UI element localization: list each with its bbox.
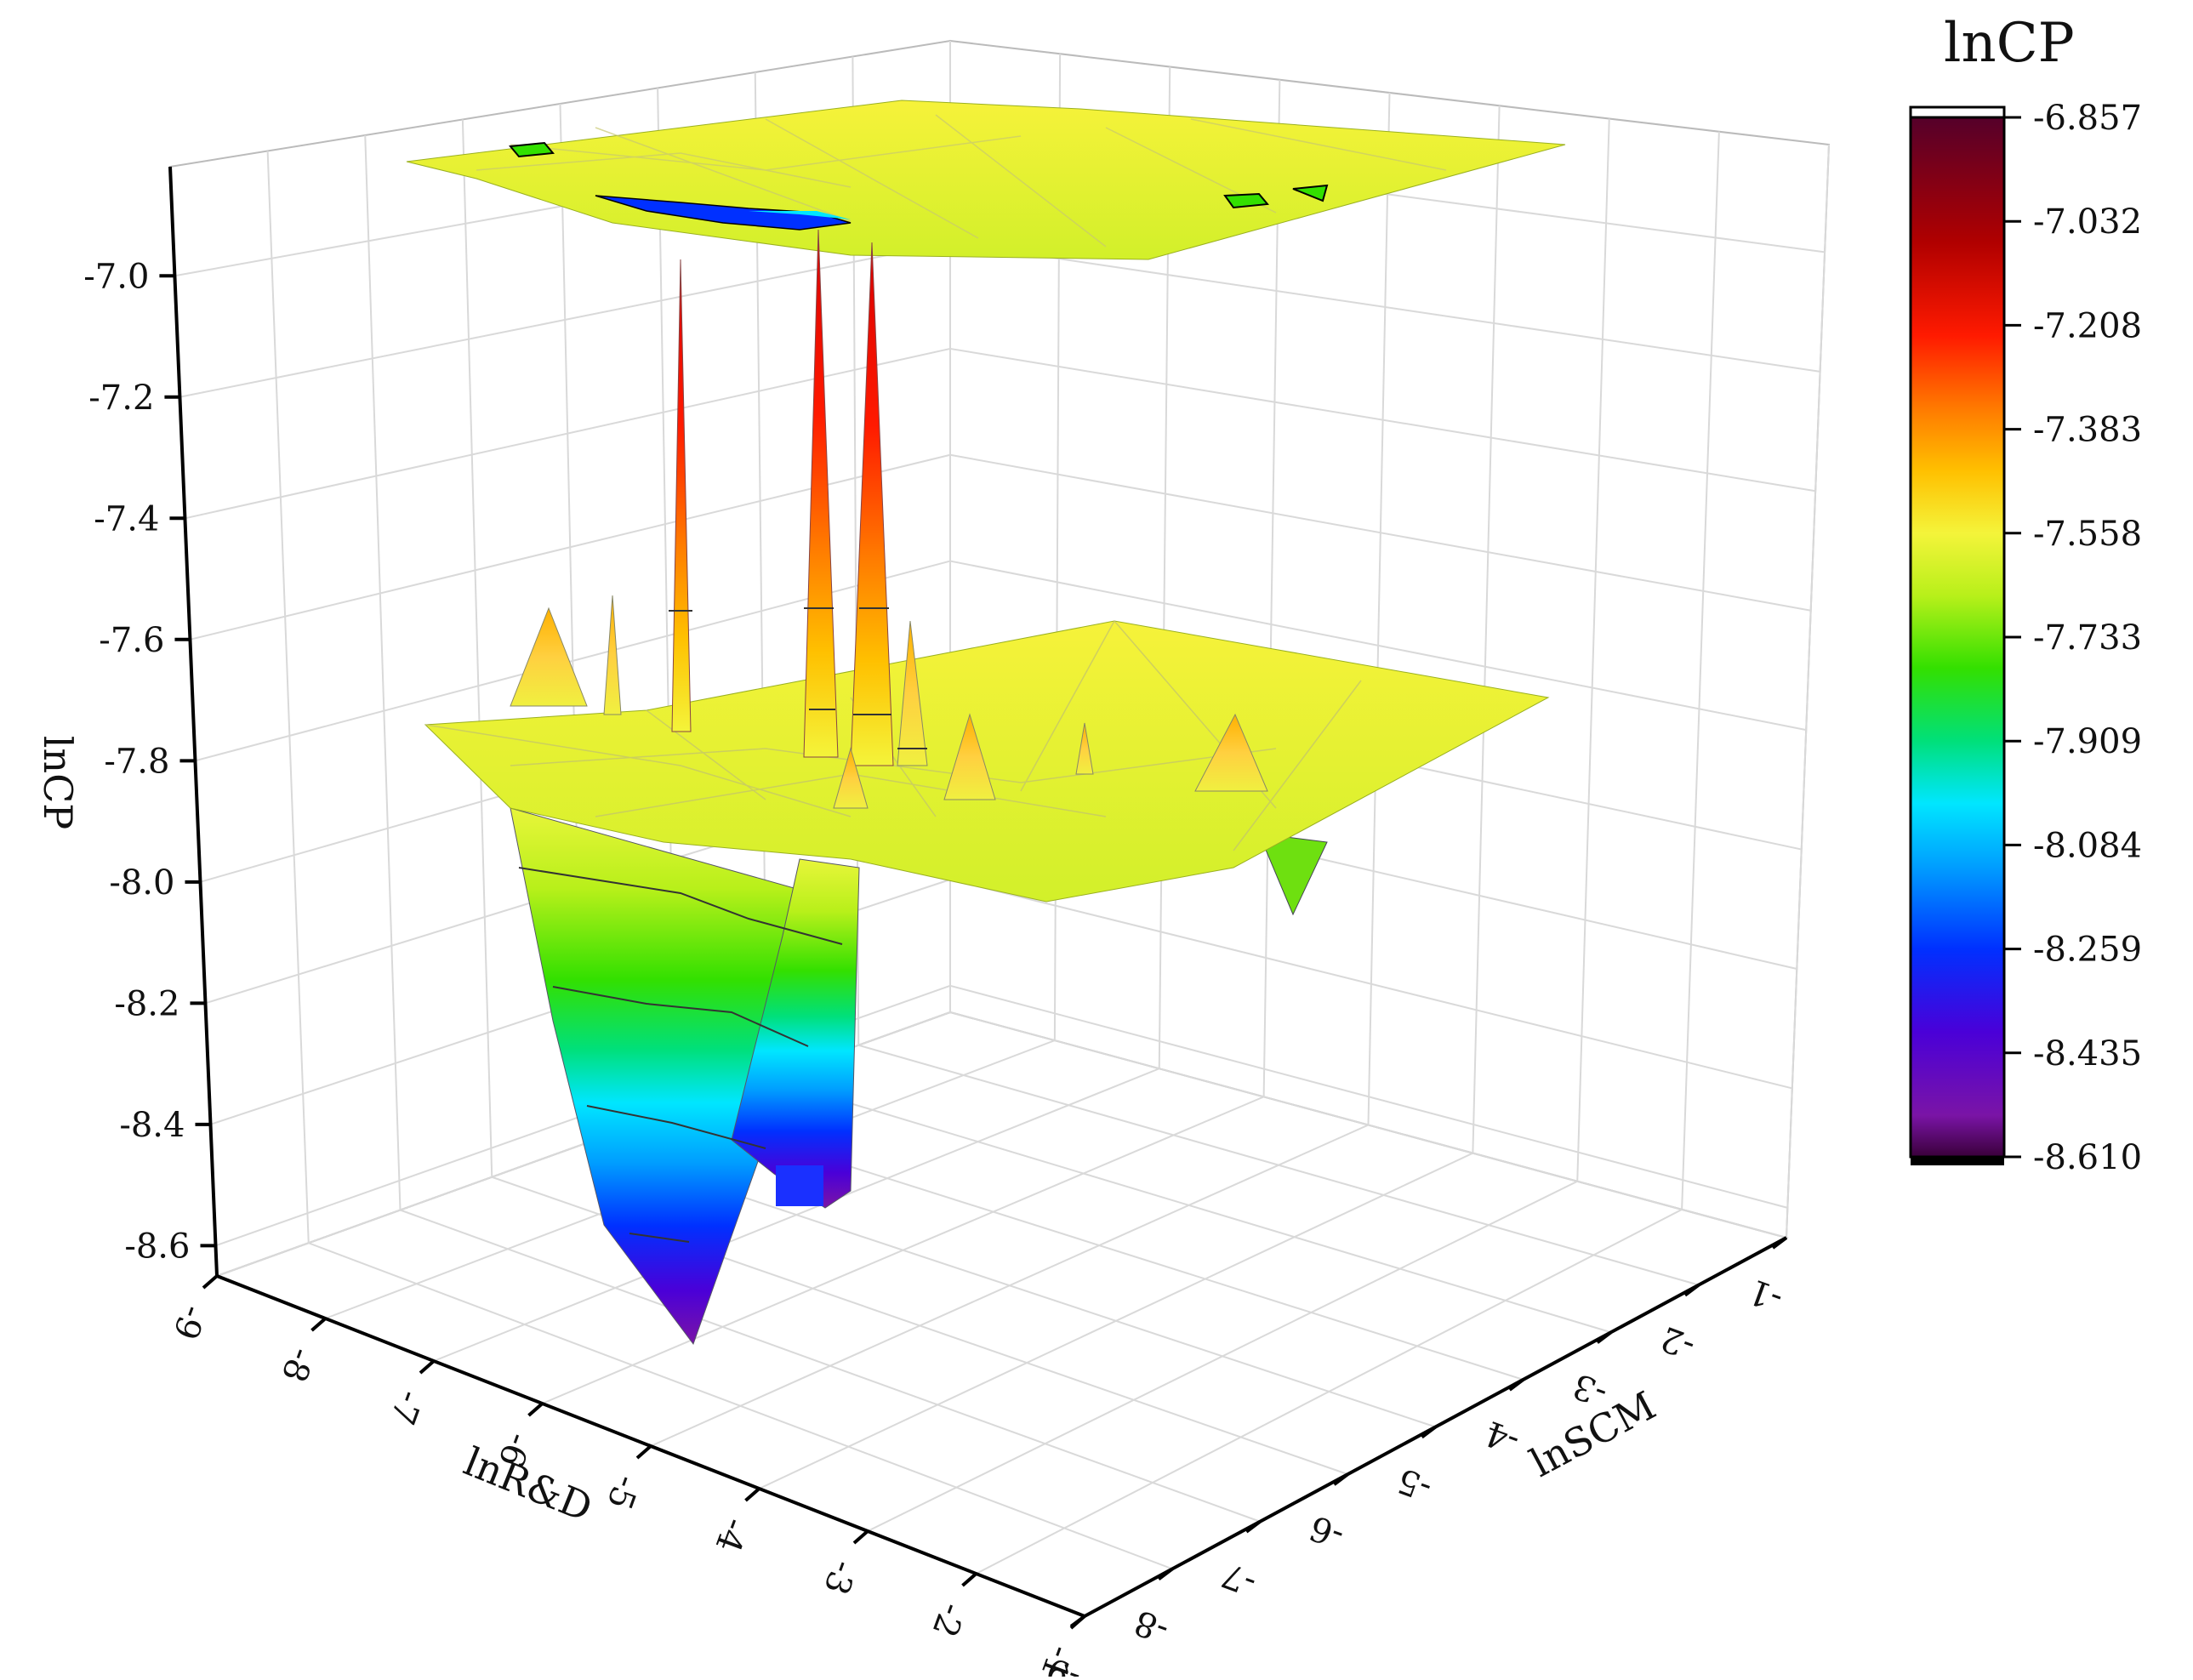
y-tick [1596, 1330, 1612, 1344]
colorbar-tick-label: -8.435 [2033, 1034, 2142, 1073]
y-tick-label: -2 [1655, 1318, 1700, 1367]
y-tick-label: -4 [1480, 1413, 1524, 1461]
y-tick-label: -5 [1393, 1460, 1437, 1508]
colorbar-title: lnCP [1944, 12, 2075, 75]
z-axis-title: lnCP [35, 736, 81, 830]
colorbar-tick-label: -8.610 [2033, 1138, 2142, 1177]
z-tick-label: -8.0 [109, 863, 174, 903]
colorbar-tick-label: -7.558 [2033, 515, 2142, 554]
grid-line-x-wall [1262, 79, 1281, 1097]
x-tick [527, 1402, 544, 1417]
y-tick [1771, 1236, 1788, 1250]
x-tick [419, 1359, 436, 1375]
x-tick-label: -2 [924, 1597, 972, 1642]
y-tick [1069, 1615, 1086, 1628]
x-tick-label: -4 [707, 1512, 755, 1557]
grid-line-x-wall [1576, 118, 1610, 1182]
y-tick [1245, 1520, 1262, 1534]
spike-5 [510, 607, 588, 707]
spike-1 [671, 259, 692, 732]
z-tick-label: -7.4 [94, 499, 159, 538]
z-tick-label: -7.0 [83, 257, 149, 296]
upper-sheet-contour [509, 141, 1329, 209]
colorbar-bar [1909, 116, 2006, 1159]
x-axis-ticks: -9-8-7-6-5-4-3-2-1 [165, 1274, 1086, 1680]
colorbar-tick-label: -7.733 [2033, 618, 2142, 658]
upper-surface [406, 100, 1566, 260]
z-axis-ticks: -7.0 -7.2 -7.4 -7.6 -7.8 -8.0 -8.2 -8.4 -8.6 [83, 257, 216, 1266]
x-tick [744, 1487, 760, 1502]
spike-3 [850, 242, 894, 766]
y-tick-label: -6 [1305, 1507, 1349, 1556]
colorbar-tick-label: -7.909 [2033, 722, 2142, 761]
y-tick-label: -1 [1743, 1271, 1787, 1319]
funnel-base [776, 1165, 823, 1206]
spike-4 [897, 620, 928, 766]
upper-sheet-blue-edge [595, 195, 852, 231]
x-tick [852, 1529, 869, 1545]
grid-line-x-wall [1367, 92, 1391, 1125]
grid-line-x-wall [1786, 144, 1830, 1239]
spike-9 [833, 747, 869, 809]
z-tick-label: -8.6 [124, 1227, 190, 1266]
colorbar-tick-label: -7.208 [2033, 306, 2142, 345]
z-tick-label: -7.8 [104, 742, 169, 781]
y-tick [1508, 1378, 1524, 1392]
colorbar: lnCP -6.857 -7.032 -7.208 -7.383 -7.558 -7.73… [1909, 12, 2142, 1177]
grid-line-y-floor [308, 1242, 1173, 1570]
spike-6 [603, 595, 622, 715]
x-tick-label: -5 [599, 1470, 647, 1514]
grid-line-y-floor [949, 1011, 1787, 1239]
y-tick [1421, 1425, 1437, 1439]
y-tick [1333, 1472, 1349, 1486]
grid-line-x-wall [1472, 105, 1501, 1153]
spike-contours [669, 607, 927, 749]
grid-line-y-wall [266, 151, 310, 1244]
colorbar-tick-label: -7.032 [2033, 202, 2142, 242]
z-axis-line [168, 166, 219, 1277]
funnel-contours [518, 867, 843, 1243]
grid-line-y-floor [400, 1209, 1261, 1523]
colorbar-top-cap [1909, 105, 2006, 119]
x-tick [961, 1572, 977, 1587]
x-tick-label: -8 [273, 1342, 322, 1387]
colorbar-ticks: -6.857 -7.032 -7.208 -7.383 -7.558 -7.733 -7.9… [2004, 99, 2142, 1177]
colorbar-tick-label: -6.857 [2033, 99, 2142, 138]
upper-sheet [406, 100, 1566, 260]
x-tick [635, 1444, 652, 1460]
upper-sheet-mesh [476, 114, 1447, 248]
y-tick [1683, 1284, 1700, 1297]
lower-surface [424, 229, 1550, 1346]
x-tick-label: -9 [165, 1300, 214, 1344]
dip-right [1258, 833, 1328, 916]
spike-10 [1075, 722, 1094, 775]
grid-line-y-floor [857, 1044, 1700, 1286]
z-tick-label: -7.2 [88, 379, 154, 418]
colorbar-bottom-cap [1911, 1157, 2004, 1165]
colorbar-tick-label: -8.259 [2033, 931, 2142, 970]
x-tick-label: -3 [816, 1555, 864, 1599]
upper-sheet-cyan [749, 211, 851, 219]
x-tick-label: -7 [382, 1385, 430, 1429]
x-tick [310, 1317, 327, 1332]
y-tick-label: -8 [1130, 1602, 1174, 1650]
grid-line-y-wall [364, 134, 402, 1210]
colorbar-tick-label: -8.084 [2033, 826, 2142, 865]
spike-7 [1194, 713, 1268, 792]
y-tick [1157, 1567, 1174, 1580]
grid-line-y-floor [766, 1077, 1612, 1334]
z-tick-label: -8.2 [114, 984, 179, 1023]
z-tick-label: -7.6 [99, 621, 164, 660]
x-tick [202, 1274, 219, 1290]
y-tick-label: -7 [1217, 1555, 1262, 1603]
colorbar-tick-label: -7.383 [2033, 411, 2142, 450]
grid-line-y-wall [461, 119, 493, 1177]
spike-8 [943, 713, 996, 800]
spike-2 [803, 229, 839, 758]
grid-line-x-wall [1681, 131, 1720, 1210]
z-tick-label: -8.4 [119, 1106, 185, 1145]
